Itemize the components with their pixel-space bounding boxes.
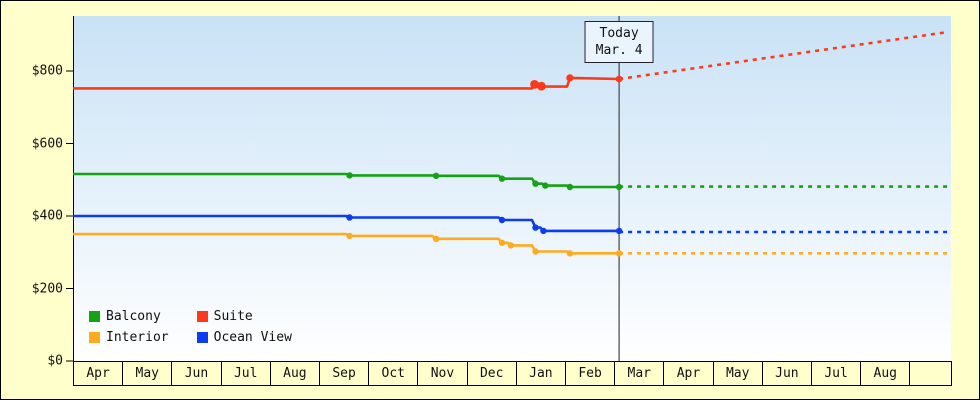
x-axis-month-cell: Nov	[417, 361, 468, 386]
x-axis-month-cell: May	[122, 361, 173, 386]
data-point-ocean-view	[346, 214, 353, 221]
data-point-ocean-view	[498, 216, 506, 224]
plot-background	[73, 16, 951, 361]
legend-swatch-balcony	[89, 311, 100, 322]
data-point-balcony	[498, 175, 506, 182]
data-point-interior	[507, 242, 515, 249]
data-point-suite	[537, 81, 546, 91]
data-point-balcony	[532, 180, 539, 187]
data-point-interior	[346, 232, 353, 240]
legend-label: Interior	[106, 330, 169, 345]
x-axis-month-cell: Dec	[466, 361, 517, 386]
data-point-balcony	[346, 172, 353, 179]
legend-label: Ocean View	[213, 330, 292, 345]
data-point-interior	[432, 235, 440, 242]
data-point-balcony	[615, 183, 623, 191]
today-label-line2: Mar. 4	[595, 43, 643, 58]
data-point-balcony	[432, 172, 440, 179]
data-point-interior	[498, 239, 506, 246]
x-axis-month-cell: Aug	[860, 361, 911, 386]
data-point-interior	[615, 250, 623, 257]
legend-swatch-suite	[196, 311, 208, 322]
x-axis-month-cell: Jul	[220, 361, 271, 386]
legend-item-suite: Suite	[196, 309, 292, 324]
data-point-ocean-view	[532, 224, 539, 231]
today-label-box: Today Mar. 4	[584, 21, 654, 63]
today-label-line1: Today	[599, 26, 639, 41]
x-axis-month-cell: Mar	[614, 361, 665, 386]
legend-label: Balcony	[106, 309, 161, 324]
x-axis-month-cell: Oct	[368, 361, 419, 386]
y-axis-label: $800	[31, 63, 63, 79]
legend-item-interior: Interior	[89, 330, 169, 345]
x-axis-month-cell: Aug	[269, 361, 320, 386]
legend-label: Suite	[213, 309, 253, 324]
data-point-balcony	[542, 182, 549, 189]
legend-swatch-ocean-view	[196, 332, 208, 343]
data-point-ocean-view	[540, 227, 547, 235]
legend-swatch-interior	[89, 332, 100, 343]
x-axis-month-cell: Sep	[319, 361, 370, 386]
series-forecast-suite	[618, 30, 949, 81]
x-axis-month-cell: Jun	[171, 361, 222, 386]
x-axis-month-row: Apr May Jun Jul Aug Sep Oct Nov Dec Jan Feb Mar Apr M…	[73, 361, 952, 386]
x-axis-month-cell: Feb	[565, 361, 616, 386]
x-axis-filler-cell	[909, 361, 952, 386]
y-axis-label: $0	[47, 353, 63, 369]
data-point-interior	[532, 248, 539, 255]
y-axis-label: $200	[31, 281, 63, 296]
x-axis-month-cell: Jun	[761, 361, 812, 386]
data-point-suite	[566, 74, 574, 82]
data-point-balcony	[566, 183, 574, 191]
y-axis-label: $600	[31, 136, 63, 151]
x-axis-month-cell: Apr	[73, 361, 124, 386]
legend: Balcony Suite Interior Ocean View	[89, 309, 292, 345]
x-axis-month-cell: Jul	[811, 361, 862, 386]
data-point-suite	[615, 75, 623, 83]
x-axis-month-cell: May	[712, 361, 763, 386]
series-history-balcony	[73, 172, 620, 189]
y-axis-label: $400	[31, 208, 63, 224]
data-point-interior	[566, 250, 574, 257]
legend-item-ocean-view: Ocean View	[196, 330, 292, 345]
data-point-ocean-view	[615, 227, 623, 235]
legend-item-balcony: Balcony	[89, 309, 169, 324]
data-point-suite	[530, 80, 539, 89]
x-axis-month-cell: Apr	[663, 361, 714, 386]
x-axis-month-cell: Jan	[515, 361, 566, 386]
